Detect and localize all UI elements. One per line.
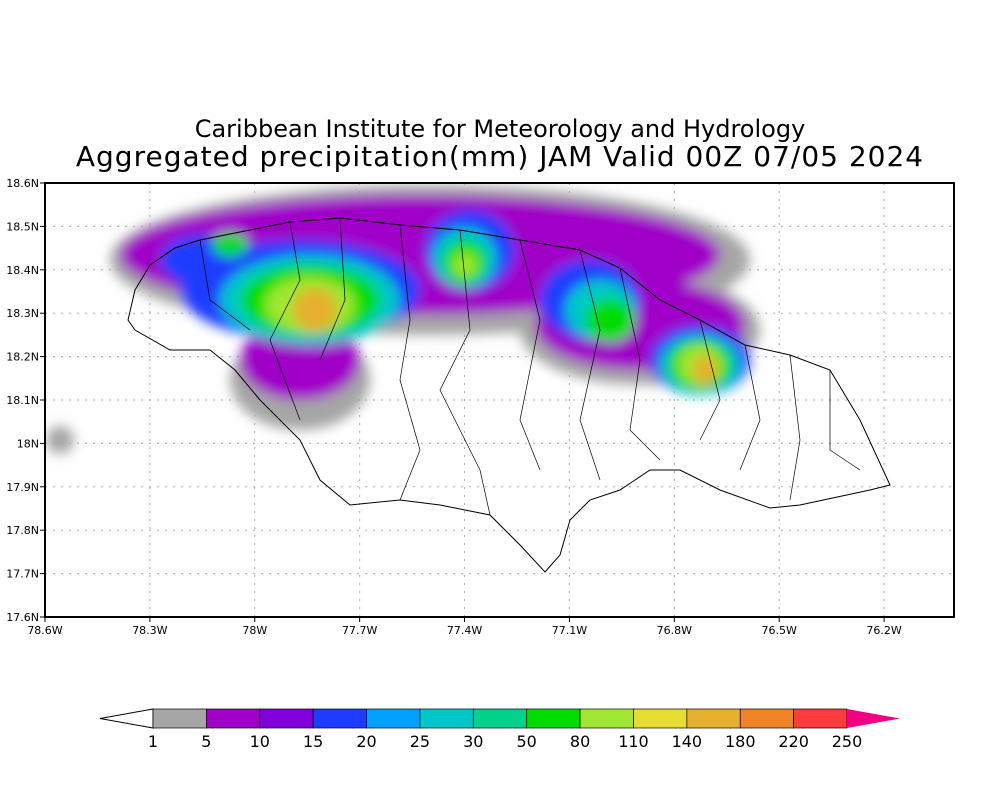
lon-tick-label: 77.1W <box>552 624 587 637</box>
lon-tick-label: 78.3W <box>132 624 167 637</box>
lon-tick-label: 78W <box>242 624 267 637</box>
lon-tick-label: 77.7W <box>342 624 377 637</box>
lat-tick-label: 17.9N <box>6 481 39 494</box>
lon-tick-label: 76.8W <box>657 624 692 637</box>
colorbar: 1 5 10 15 20 25 30 50 80 110 140 180 220 250 <box>99 708 900 751</box>
parish-boundaries <box>199 217 861 516</box>
colorbar-label: 1 <box>148 732 158 751</box>
precip-contour <box>585 298 635 342</box>
colorbar-label: 15 <box>303 732 323 751</box>
colorbar-label: 30 <box>463 732 483 751</box>
precipitation-field <box>46 185 760 454</box>
colorbar-swatch <box>206 708 261 729</box>
colorbar-label: 180 <box>725 732 756 751</box>
colorbar-swatch <box>366 708 421 729</box>
colorbar-over-arrow <box>847 709 900 728</box>
colorbar-label: 5 <box>201 732 211 751</box>
lon-tick-label: 76.5W <box>762 624 797 637</box>
lon-tick-label: 77.4W <box>447 624 482 637</box>
colorbar-label: 50 <box>517 732 537 751</box>
precip-contour <box>693 355 717 385</box>
colorbar-label: 250 <box>832 732 863 751</box>
lon-tick-label: 76.2W <box>866 624 901 637</box>
lat-tick-label: 18.2N <box>6 351 39 364</box>
colorbar-label: 140 <box>672 732 703 751</box>
coastline <box>127 217 891 573</box>
precip-contour <box>46 426 74 454</box>
precip-contour <box>293 288 337 332</box>
colorbar-swatch <box>312 708 367 729</box>
lat-tick-label: 18.6N <box>6 177 39 190</box>
colorbar-label: 20 <box>356 732 376 751</box>
lon-tick-label: 78.6W <box>27 624 62 637</box>
colorbar-swatch <box>259 708 314 729</box>
lat-tick-label: 18.1N <box>6 394 39 407</box>
colorbar-swatch <box>633 708 688 729</box>
axes: 78.6W 78.3W 78W 77.7W 77.4W 77.1W 76.8W 76.5W 76… <box>6 177 902 637</box>
lat-tick-label: 18.4N <box>6 264 39 277</box>
colorbar-label: 110 <box>618 732 649 751</box>
precip-contour <box>453 253 477 277</box>
colorbar-swatch <box>793 708 848 729</box>
lat-tick-label: 17.7N <box>6 568 39 581</box>
colorbar-swatch <box>419 708 474 729</box>
lat-tick-label: 18.3N <box>6 307 39 320</box>
precip-contour <box>212 233 248 257</box>
colorbar-swatch <box>686 708 741 729</box>
colorbar-swatch <box>526 708 581 729</box>
lat-tick-label: 18N <box>17 437 39 450</box>
colorbar-swatch <box>739 708 794 729</box>
colorbar-swatch <box>152 708 207 729</box>
colorbar-under-arrow <box>99 708 154 729</box>
colorbar-swatch <box>579 708 634 729</box>
colorbar-label: 10 <box>250 732 270 751</box>
colorbar-swatch <box>472 708 528 729</box>
colorbar-label: 220 <box>778 732 809 751</box>
jamaica-coastline <box>127 217 891 573</box>
lat-tick-label: 17.8N <box>6 524 39 537</box>
institution-title: Caribbean Institute for Meteorology and … <box>194 115 806 143</box>
lat-tick-label: 18.5N <box>6 220 39 233</box>
colorbar-label: 80 <box>570 732 590 751</box>
colorbar-label: 25 <box>410 732 430 751</box>
map-title: Aggregated precipitation(mm) JAM Valid 0… <box>75 140 925 173</box>
lat-tick-label: 17.6N <box>6 611 39 624</box>
